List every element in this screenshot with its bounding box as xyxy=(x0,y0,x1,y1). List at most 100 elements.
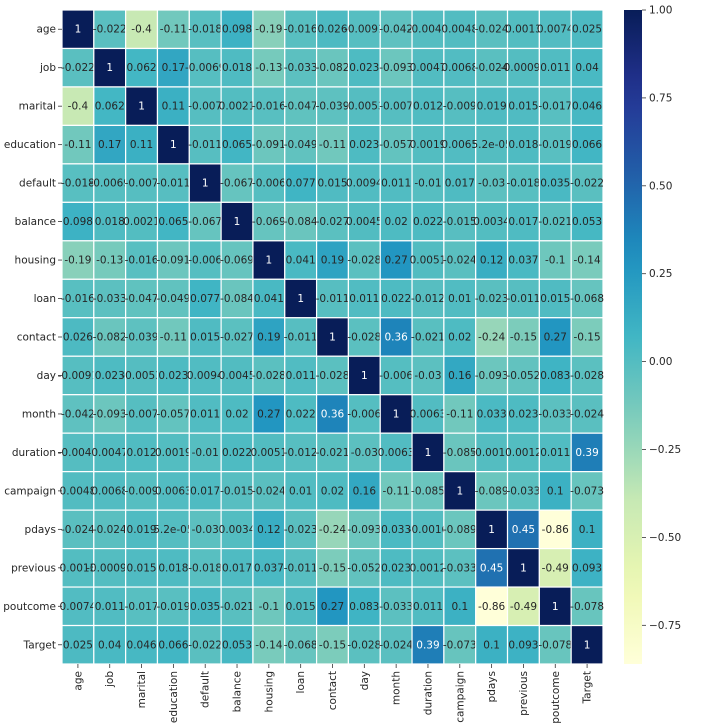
heatmap-cell xyxy=(61,47,95,88)
cell-value-label: -0.021 xyxy=(220,601,254,613)
cell-value-label: 0.015 xyxy=(317,178,347,190)
heatmap-cell xyxy=(506,355,540,396)
cell-value-label: 1 xyxy=(361,370,368,382)
heatmap-cell xyxy=(475,471,509,511)
cell-value-label: 0.098 xyxy=(63,216,93,228)
cell-value-label: 0.0063 xyxy=(378,447,415,459)
cell-value-label: -0.0046 xyxy=(408,24,449,36)
cell-value-label: -0.016 xyxy=(61,293,95,305)
cell-value-label: 0.023 xyxy=(381,562,411,574)
cell-value-label: -0.1 xyxy=(545,255,566,267)
cell-value-label: 0.27 xyxy=(384,255,407,267)
y-tick-label: marital xyxy=(19,101,56,113)
cell-value-label: -0.028 xyxy=(347,255,381,267)
heatmap-cell xyxy=(284,201,318,242)
heatmap-cell xyxy=(506,124,540,165)
heatmap-cell xyxy=(475,547,509,588)
cell-value-label: 0.0094 xyxy=(187,370,224,382)
cell-value-label: -0.0053 xyxy=(344,101,385,113)
cell-value-label: -0.042 xyxy=(61,408,95,420)
cell-value-label: 1 xyxy=(584,639,591,651)
cell-value-label: -0.018 xyxy=(188,24,222,36)
cell-value-label: 0.45 xyxy=(512,524,535,536)
cell-value-label: -0.028 xyxy=(570,370,604,382)
cell-value-label: -0.012 xyxy=(411,293,445,305)
cell-value-label: 0.11 xyxy=(130,139,153,151)
cell-value-label: -0.028 xyxy=(347,332,381,344)
heatmap-cell xyxy=(125,317,159,357)
heatmap-cell xyxy=(125,547,159,588)
cell-value-label: 0.011 xyxy=(413,601,443,613)
cell-value-label: -0.86 xyxy=(542,524,569,536)
cell-value-label: -0.0016 xyxy=(471,447,512,459)
heatmap-cell xyxy=(411,240,445,280)
heatmap-cell xyxy=(347,432,381,473)
heatmap-cell xyxy=(570,547,604,588)
cell-value-label: -0.01 xyxy=(414,178,441,190)
cell-value-label: 0.0063 xyxy=(441,139,478,151)
cell-value-label: 1 xyxy=(488,524,495,536)
heatmap-cell xyxy=(475,9,509,50)
cell-value-label: 0.046 xyxy=(572,101,602,113)
cell-value-label: -0.021 xyxy=(411,332,445,344)
heatmap-cell xyxy=(188,547,222,588)
cell-value-label: 0.033 xyxy=(477,408,507,420)
cell-value-label: -0.057 xyxy=(379,139,413,151)
heatmap-cell xyxy=(506,9,540,50)
cell-value-label: 0.36 xyxy=(321,408,345,420)
y-tick-label: default xyxy=(19,178,56,190)
cell-value-label: -0.028 xyxy=(252,370,286,382)
cell-value-label: 0.011 xyxy=(95,601,125,613)
heatmap-cell xyxy=(61,547,95,588)
cell-value-label: -0.033 xyxy=(379,601,413,613)
x-axis-labels: age job marital education default balance hous… xyxy=(72,664,594,724)
x-tick-label: balance xyxy=(232,671,244,712)
cell-value-label: 0.27 xyxy=(544,332,567,344)
cell-value-label: -0.024 xyxy=(443,255,477,267)
cell-value-label: -0.042 xyxy=(379,24,413,36)
cell-value-label: -0.024 xyxy=(475,24,509,36)
cell-value-label: 0.083 xyxy=(349,601,379,613)
y-tick-label: Target xyxy=(23,639,56,651)
cell-value-label: 0.093 xyxy=(572,562,602,574)
colorbar: 1.00 0.75 0.50 0.25 0.00 −0.25 −0.50 −0.75 xyxy=(624,5,681,664)
cell-value-label: 0.077 xyxy=(190,293,220,305)
colorbar-tick-label: 1.00 xyxy=(649,5,672,17)
cell-value-label: -0.19 xyxy=(255,24,282,36)
heatmap-cell xyxy=(93,394,127,434)
cell-value-label: 0.0019 xyxy=(410,139,447,151)
cell-value-label: 0.019 xyxy=(477,101,507,113)
heatmap-cell xyxy=(156,163,190,203)
cell-value-label: 0.0045 xyxy=(219,370,256,382)
colorbar-tick-label: −0.25 xyxy=(649,444,681,456)
cell-value-label: -0.009 xyxy=(125,485,159,497)
cell-value-label: -0.14 xyxy=(255,639,282,651)
cell-value-label: -0.027 xyxy=(220,332,254,344)
cell-value-label: -0.011 xyxy=(284,562,318,574)
x-tick-label: age xyxy=(72,671,84,691)
cell-value-label: 0.023 xyxy=(95,370,125,382)
cell-value-label: 0.0012 xyxy=(410,562,447,574)
heatmap-cell xyxy=(315,586,350,627)
heatmap-cell xyxy=(475,586,509,627)
y-tick-label: day xyxy=(37,370,56,382)
cell-value-label: 0.1 xyxy=(547,485,564,497)
y-tick-label: education xyxy=(4,139,56,151)
cell-value-label: 0.04 xyxy=(575,62,599,74)
cell-value-label: 0.041 xyxy=(286,255,316,267)
cell-value-label: -0.4 xyxy=(68,101,89,113)
cell-value-label: -0.039 xyxy=(316,101,350,113)
heatmap-cell xyxy=(156,547,190,588)
cell-value-label: 0.0047 xyxy=(410,62,447,74)
cell-value-label: 0.1 xyxy=(579,524,596,536)
cell-value-label: 0.02 xyxy=(225,408,248,420)
cell-value-label: -0.011 xyxy=(156,178,190,190)
cell-value-label: 0.018 xyxy=(222,62,252,74)
cell-value-label: 0.0051 xyxy=(410,255,447,267)
cell-value-label: -0.049 xyxy=(156,293,190,305)
cell-value-label: 0.12 xyxy=(257,524,280,536)
cell-value-label: 0.022 xyxy=(381,293,411,305)
cell-value-label: -0.024 xyxy=(570,408,604,420)
heatmap-cell xyxy=(188,394,222,434)
heatmap-cell xyxy=(220,355,254,396)
